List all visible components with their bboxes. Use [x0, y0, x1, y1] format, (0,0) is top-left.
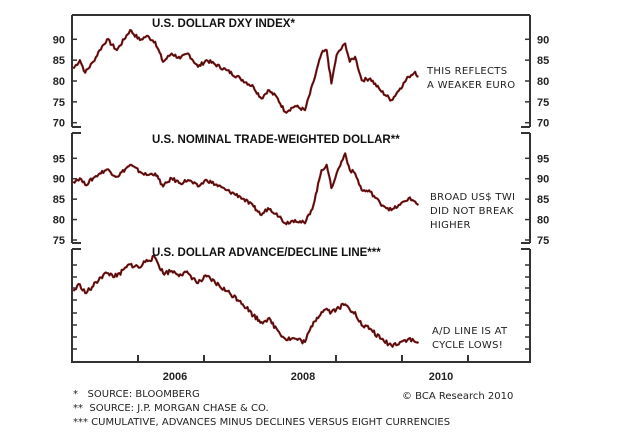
y-tick-label-right: 90 [537, 34, 549, 46]
y-tick-label-left: 90 [53, 174, 65, 186]
y-tick-label-left: 95 [53, 153, 65, 165]
series-line-core [73, 152, 419, 225]
panel-1: 70 70 75 75 80 80 85 85 90 90 [53, 15, 549, 130]
panel-3 [71, 248, 531, 362]
x-tick-label-2006: 2006 [163, 371, 187, 383]
y-tick-label-right: 75 [537, 235, 549, 247]
panel-title-dxy: U.S. DOLLAR DXY INDEX* [152, 18, 295, 30]
y-tick-label-right: 80 [537, 76, 549, 88]
y-tick-label-left: 80 [53, 76, 65, 88]
annotation-twi-2: DID NOT BREAK [430, 206, 514, 217]
chart-frame [71, 14, 531, 363]
y-tick-label-left: 85 [53, 194, 65, 206]
panel-2: 75 75 80 80 85 85 90 90 95 95 [53, 132, 549, 247]
y-tick-label-left: 90 [53, 34, 65, 46]
annotation-ad-1: A/D LINE IS AT [432, 326, 508, 337]
y-tick-label-right: 90 [537, 174, 549, 186]
y-tick-label-right: 80 [537, 215, 549, 227]
series-line-core [73, 255, 419, 348]
panel-title-ad-line: U.S. DOLLAR ADVANCE/DECLINE LINE*** [152, 247, 381, 259]
copyright: © BCA Research 2010 [402, 391, 513, 402]
series-line-red [72, 152, 420, 226]
annotation-dxy-2: A WEAKER EURO [427, 80, 515, 91]
y-tick-label-left: 85 [53, 55, 65, 67]
series-line-core [73, 29, 419, 114]
y-tick-label-right: 70 [537, 118, 549, 130]
footnote-2: ** SOURCE: J.P. MORGAN CHASE & CO. [73, 403, 269, 414]
y-tick-label-left: 80 [53, 215, 65, 227]
x-axis [136, 355, 469, 362]
series-line-red [72, 29, 419, 114]
annotation-ad-2: CYCLE LOWS! [432, 340, 503, 351]
panel-title-twi: U.S. NOMINAL TRADE-WEIGHTED DOLLAR** [152, 134, 400, 146]
y-tick-label-left: 70 [53, 118, 65, 130]
annotation-twi-3: HIGHER [430, 220, 471, 231]
footnote-3: *** CUMULATIVE, ADVANCES MINUS DECLINES … [73, 417, 450, 428]
x-tick-label-2010: 2010 [429, 371, 453, 383]
series-line-red [72, 254, 420, 348]
y-tick-label-right: 85 [537, 194, 549, 206]
y-tick-label-right: 75 [537, 97, 549, 109]
x-tick-label-2008: 2008 [291, 371, 315, 383]
y-tick-label-right: 85 [537, 55, 549, 67]
y-tick-label-left: 75 [53, 235, 65, 247]
footnote-1: * SOURCE: BLOOMBERG [73, 389, 200, 400]
annotation-twi-1: BROAD US$ TWI [430, 192, 515, 203]
annotation-dxy-1: THIS REFLECTS [426, 66, 507, 77]
y-tick-label-left: 75 [53, 97, 65, 109]
y-tick-label-right: 95 [537, 153, 549, 165]
